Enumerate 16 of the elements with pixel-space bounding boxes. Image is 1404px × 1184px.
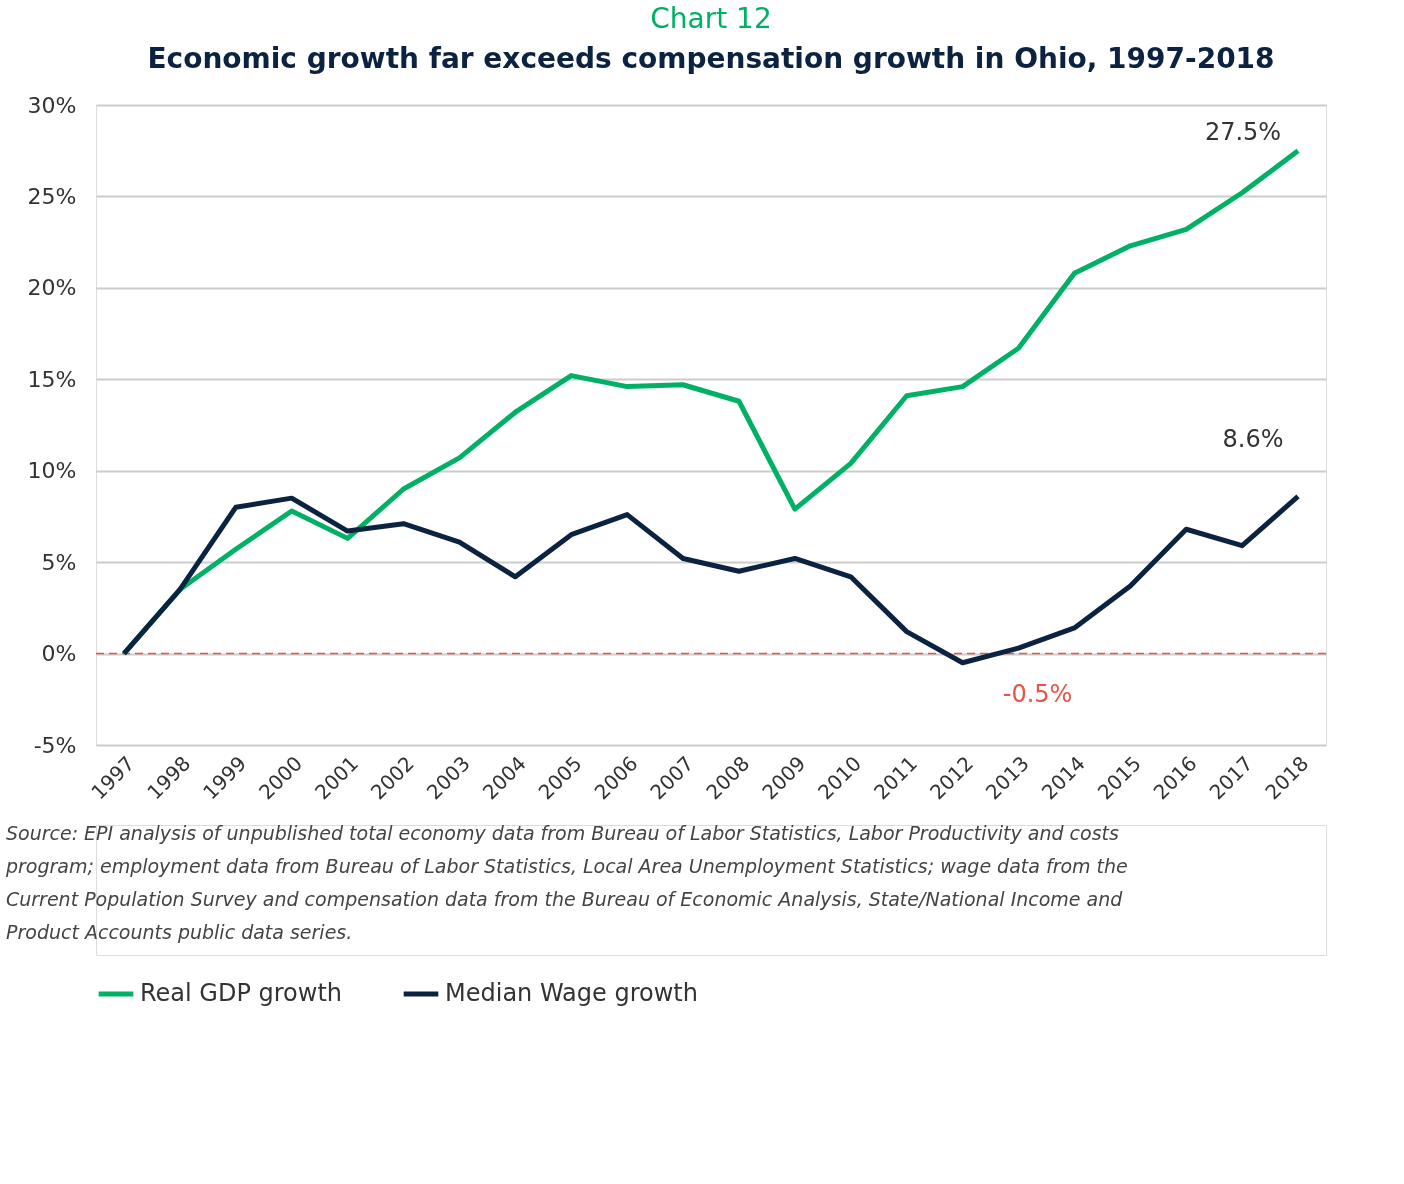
y-tick-label: 25% [27,183,77,209]
annotation: -0.5% [1002,679,1073,708]
annotation: 8.6% [1222,425,1284,454]
y-tick-label: 10% [27,458,77,484]
y-tick-label: 0% [41,641,77,667]
y-tick-label: 5% [41,549,77,575]
y-tick-label: -5% [33,732,77,758]
y-tick-label: 15% [27,366,77,392]
y-tick-label: 20% [27,275,77,301]
source-note: Source: EPI analysis of unpublished total economy data from Bureau of Labor Statistics, Labor Productivity and costs program; employment data from Bureau of Labor Statistics, Local Area Unemployment Statistics; wage data from the Current Population Survey and compensation data from the Bureau of Economic Analysis, State/National Income and Product Accounts public data series. [5,822,1128,943]
legend-label: Median Wage growth [445,979,698,1007]
legend-label: Real GDP growth [140,979,343,1007]
y-tick-label: 30% [27,92,77,118]
annotation: 27.5% [1204,117,1282,146]
chart-subtitle: Economic growth far exceeds compensation growth in Ohio, 1997-2018 [147,42,1275,75]
chart-title: Chart 12 [650,2,772,35]
